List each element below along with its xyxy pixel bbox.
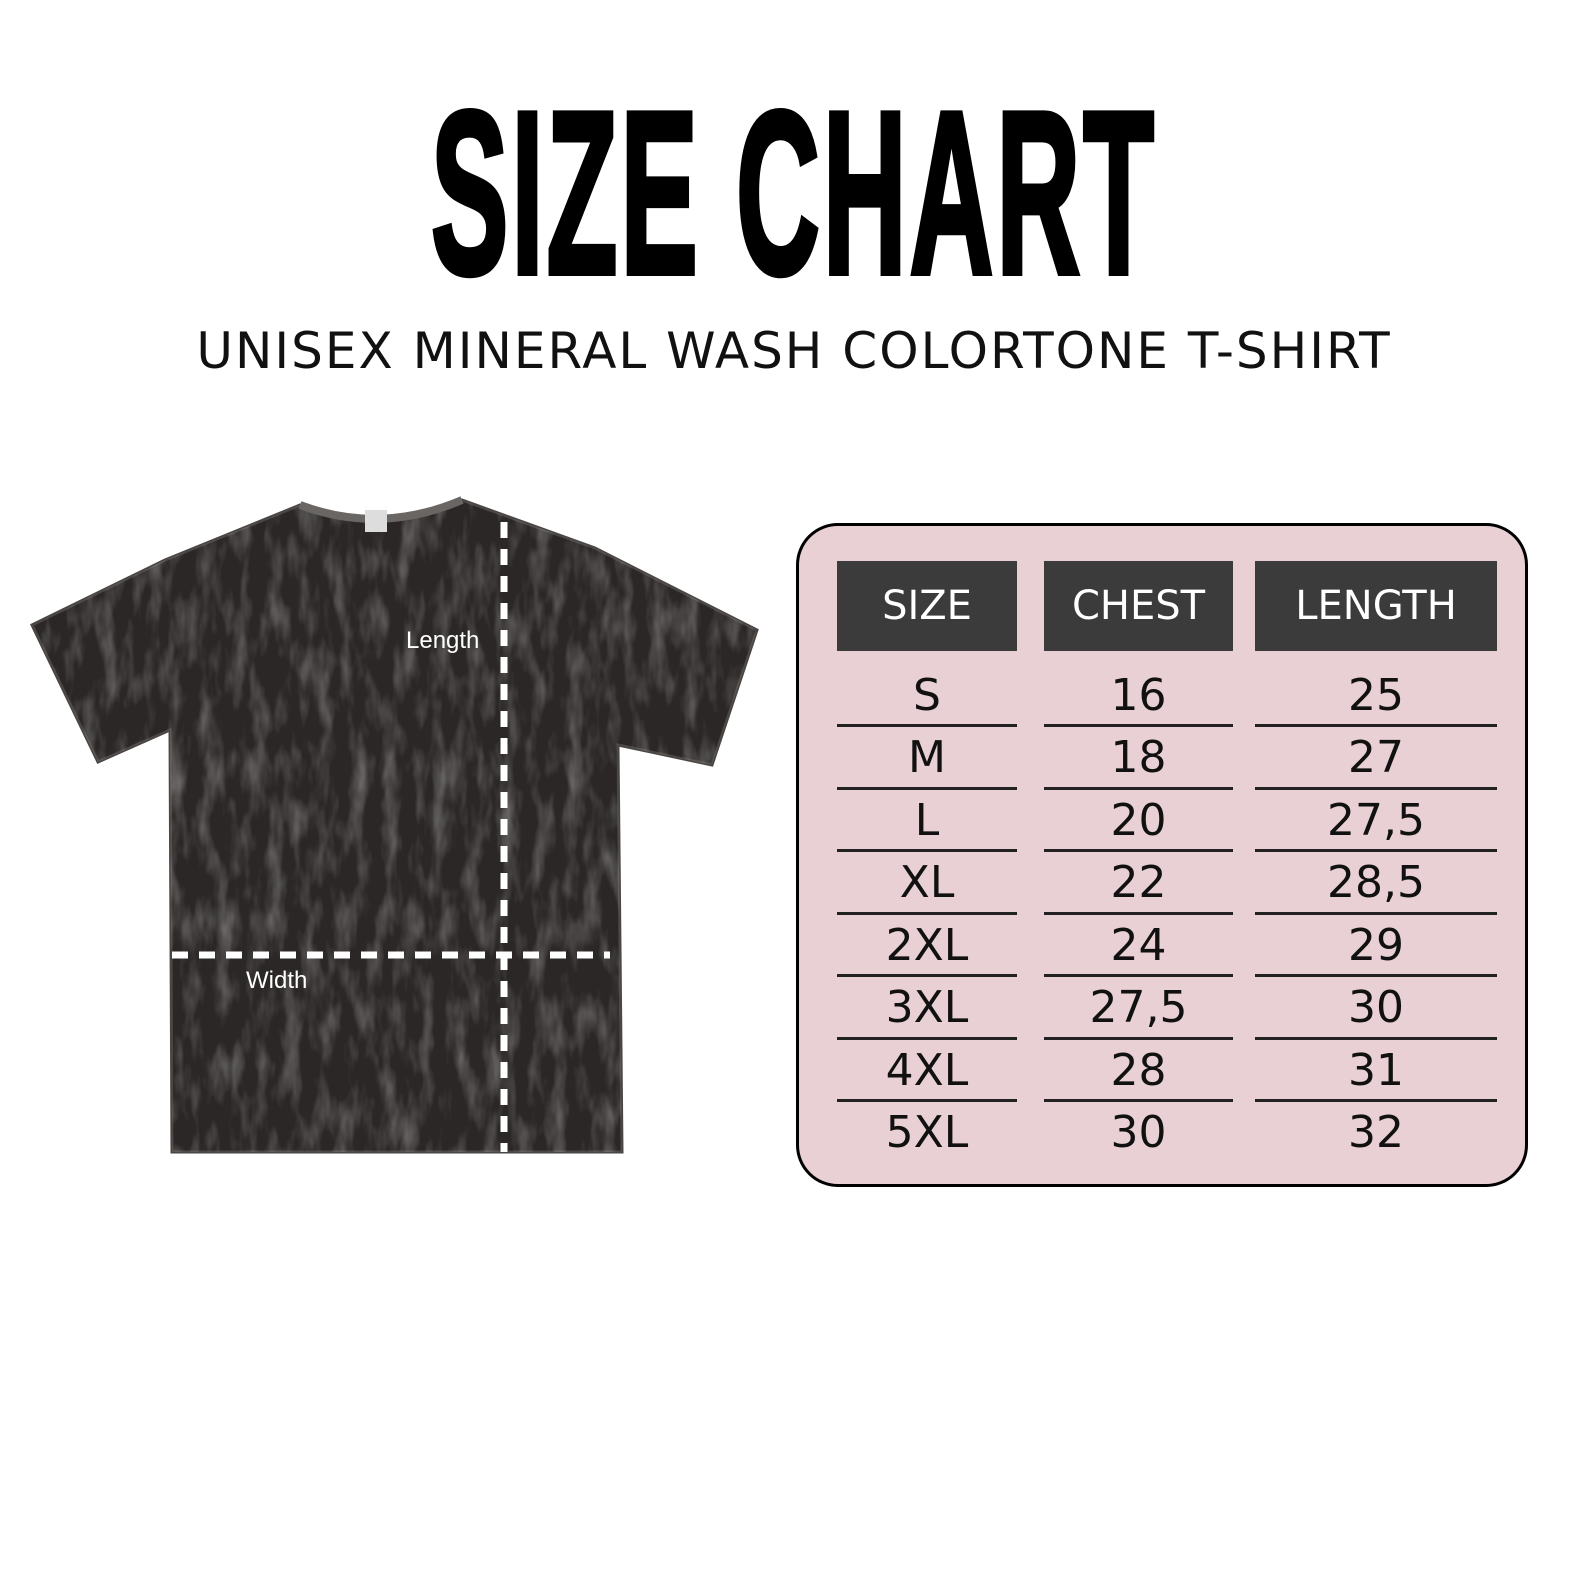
table-cell-size: 3XL — [885, 982, 969, 1033]
width-label: Width — [246, 967, 308, 994]
row-divider — [1255, 1036, 1497, 1040]
row-divider — [837, 849, 1017, 852]
table-cell-size: 2XL — [885, 919, 969, 971]
table-cell-chest: 20 — [1110, 794, 1167, 846]
row-divider — [837, 1036, 1017, 1040]
table-cell-chest: 28 — [1110, 1044, 1167, 1096]
table-cell-size: XL — [899, 857, 955, 908]
tshirt-texture — [32, 500, 757, 1152]
row-divider — [1255, 911, 1497, 915]
header-size: SIZE — [837, 561, 1017, 651]
table-cell-length: 27 — [1348, 732, 1404, 783]
row-divider — [837, 911, 1017, 915]
row-divider — [1044, 786, 1233, 790]
row-divider — [1255, 1099, 1497, 1102]
table-cell-chest: 18 — [1110, 732, 1167, 783]
table-cell-length: 30 — [1348, 982, 1404, 1033]
table-cell-length: 27,5 — [1327, 794, 1425, 846]
table-cell-chest: 22 — [1110, 857, 1167, 908]
table-cell-length: 32 — [1348, 1107, 1404, 1158]
table-cell-chest: 16 — [1110, 669, 1167, 721]
table-cell-chest: 27,5 — [1089, 982, 1188, 1033]
table-cell-length: 29 — [1348, 919, 1404, 971]
row-divider — [1255, 849, 1497, 852]
header-chest: CHEST — [1044, 561, 1233, 651]
length-label: Length — [406, 627, 480, 654]
page-title: SIZE CHART — [430, 64, 1157, 323]
table-cell-chest: 24 — [1110, 919, 1167, 971]
row-divider — [1255, 974, 1497, 977]
table-cell-length: 31 — [1348, 1044, 1404, 1096]
row-divider — [1044, 724, 1233, 727]
table-cell-length: 25 — [1348, 669, 1404, 721]
table-cell-size: 4XL — [885, 1044, 969, 1096]
table-cell-size: M — [908, 732, 946, 783]
row-divider — [1044, 1099, 1233, 1102]
header-length: LENGTH — [1255, 561, 1497, 651]
row-divider — [837, 974, 1017, 977]
row-divider — [1255, 786, 1497, 790]
size-table: SIZE CHEST LENGTH S 16 25 M 18 27 L 20 27,5 XL 22 28,5… — [796, 523, 1528, 1187]
table-cell-length: 28,5 — [1327, 857, 1425, 908]
row-divider — [1044, 911, 1233, 915]
row-divider — [837, 786, 1017, 790]
row-divider — [1044, 849, 1233, 852]
page-subtitle: UNISEX MINERAL WASH COLORTONE T-SHIRT — [196, 322, 1392, 380]
table-cell-size: L — [914, 794, 940, 846]
table-cell-size: S — [913, 669, 941, 721]
row-divider — [1044, 974, 1233, 977]
row-divider — [837, 1099, 1017, 1102]
table-cell-chest: 30 — [1110, 1107, 1167, 1158]
row-divider — [1255, 724, 1497, 727]
row-divider — [1044, 1036, 1233, 1040]
table-cell-size: 5XL — [885, 1107, 969, 1158]
tshirt-tag — [365, 510, 387, 532]
row-divider — [837, 724, 1017, 727]
